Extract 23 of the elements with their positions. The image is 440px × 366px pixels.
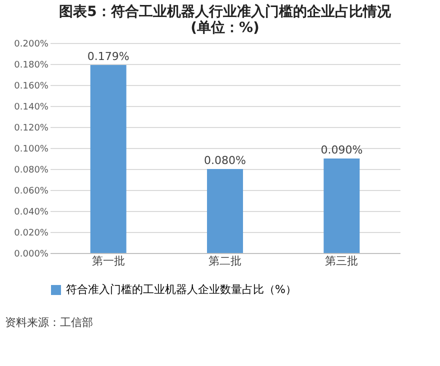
text: 资料来源：工信部 [5, 316, 93, 329]
y-tick-label: 0.200% [14, 40, 49, 50]
y-tick-label: 0.140% [14, 102, 49, 112]
data-label: 0.090% [320, 144, 363, 156]
y-tick-label: 0.080% [14, 166, 49, 176]
x-tick-label: 第二批 [208, 254, 242, 268]
y-tick-label: 0.060% [14, 186, 49, 196]
legend-label: 符合准入门槛的工业机器人企业数量占比（%） [66, 283, 296, 296]
y-tick-label: 0.120% [14, 124, 49, 134]
x-tick-label: 第一批 [92, 254, 125, 268]
y-tick-label: 0.000% [14, 250, 49, 260]
chart-title: 图表5：符合工业机器人行业准入门槛的企业占比情况(单位：%) [59, 3, 392, 36]
data-label: 0.080% [204, 154, 246, 167]
x-tick-label: 第三批 [325, 254, 358, 268]
data-label: 0.179% [87, 50, 130, 64]
y-tick-label: 0.160% [14, 82, 49, 92]
y-tick-label: 0.100% [14, 144, 49, 154]
bar [90, 65, 126, 253]
y-tick-label: 0.020% [14, 228, 49, 238]
y-tick-label: 0.040% [14, 208, 49, 218]
bar [324, 158, 360, 253]
bar [207, 169, 243, 253]
y-tick-label: 0.180% [14, 60, 49, 70]
